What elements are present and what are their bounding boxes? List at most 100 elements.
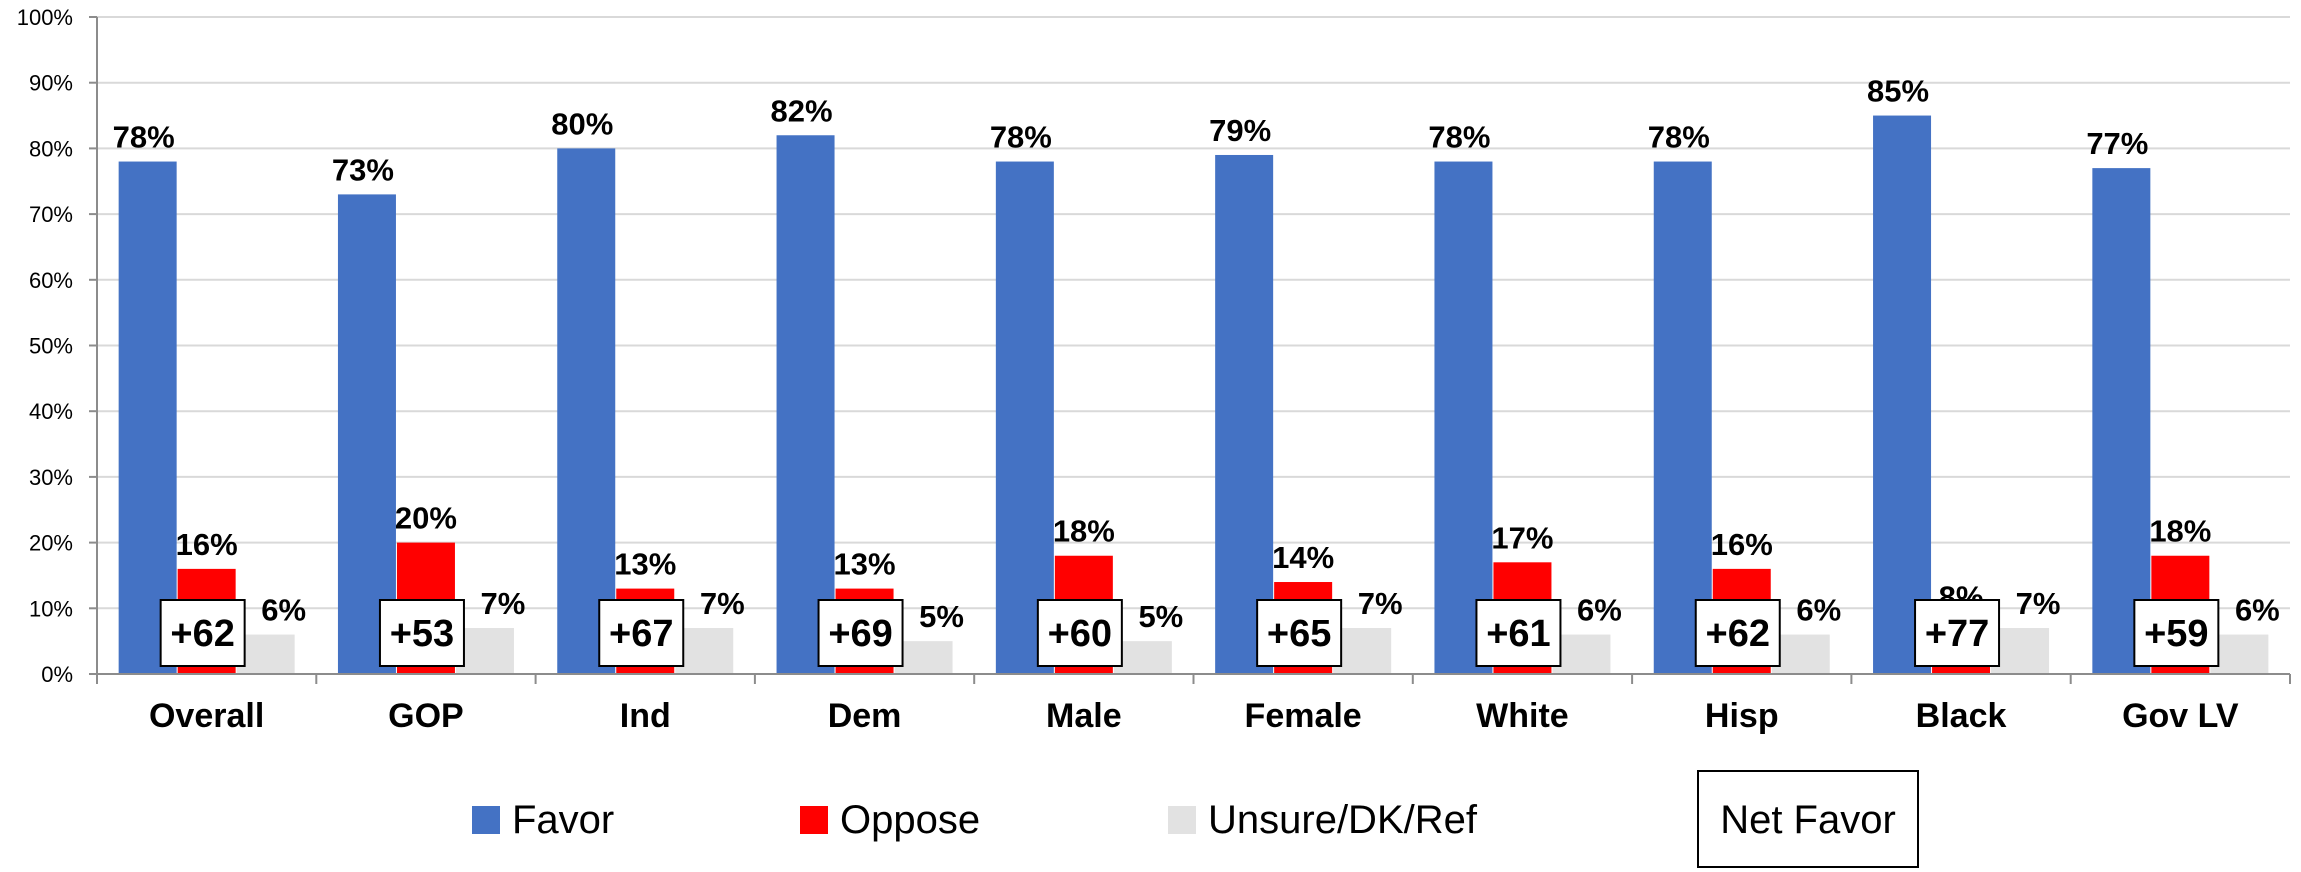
axes: 0% 10% 20% 30% 40% 50% 60% 70% 80% 90% 100% Overall… bbox=[17, 5, 2291, 735]
bar-unsure-dk-ref bbox=[1552, 634, 1611, 674]
y-tick-label: 50% bbox=[29, 334, 73, 359]
gridlines bbox=[97, 16, 2290, 610]
bar-unsure-dk-ref bbox=[1991, 628, 2050, 674]
category-label: Male bbox=[1046, 697, 1122, 735]
net-favor-label: +77 bbox=[1925, 613, 1989, 655]
data-label: 5% bbox=[1138, 599, 1183, 634]
category-label: Hisp bbox=[1705, 697, 1779, 735]
net-favor-label: +69 bbox=[828, 613, 892, 655]
category-label: Dem bbox=[828, 697, 902, 735]
data-label: 13% bbox=[834, 547, 896, 582]
y-tick-label: 0% bbox=[41, 662, 73, 687]
y-tick-label: 100% bbox=[17, 5, 73, 30]
net-favor-box bbox=[1036, 599, 1123, 667]
data-label: 77% bbox=[2086, 126, 2148, 161]
legend-label: Net Favor bbox=[1720, 798, 1896, 842]
bar-favor bbox=[118, 161, 177, 675]
legend: Favor Oppose Unsure/DK/Ref Net Favor bbox=[472, 770, 1919, 868]
bar-unsure-dk-ref bbox=[1771, 634, 1830, 674]
net-favor-box bbox=[1256, 599, 1343, 667]
y-tick-label: 10% bbox=[29, 596, 73, 621]
data-label: 5% bbox=[919, 599, 964, 634]
net-favor-label: +62 bbox=[170, 613, 234, 655]
data-label: 18% bbox=[1053, 514, 1115, 549]
net-favor-box bbox=[159, 599, 246, 667]
legend-net-favor-box bbox=[1697, 770, 1919, 868]
y-tick-label: 80% bbox=[29, 136, 73, 161]
legend-swatch bbox=[800, 806, 828, 834]
net-favor-box bbox=[1694, 599, 1781, 667]
category-label: GOP bbox=[388, 697, 464, 735]
data-label: 17% bbox=[1491, 520, 1553, 555]
bar-unsure-dk-ref bbox=[1113, 641, 1172, 674]
data-label: 6% bbox=[2235, 593, 2280, 628]
data-label: 7% bbox=[1358, 586, 1403, 621]
data-label: 80% bbox=[551, 106, 613, 141]
net-favor-label: +67 bbox=[609, 613, 673, 655]
data-label: 78% bbox=[990, 120, 1052, 155]
bar-unsure-dk-ref bbox=[1333, 628, 1392, 674]
bar-favor bbox=[1873, 115, 1932, 675]
data-label: 78% bbox=[1648, 120, 1710, 155]
net-favor-label: +61 bbox=[1486, 613, 1550, 655]
data-label: 6% bbox=[1796, 593, 1841, 628]
bar-unsure-dk-ref bbox=[894, 641, 953, 674]
net-favor-label: +60 bbox=[1048, 613, 1112, 655]
data-label: 82% bbox=[771, 93, 833, 128]
data-label: 6% bbox=[261, 593, 306, 628]
bars bbox=[118, 115, 2269, 675]
y-tick-label: 40% bbox=[29, 399, 73, 424]
net-favor-label: +59 bbox=[2144, 613, 2208, 655]
y-tick-label: 90% bbox=[29, 71, 73, 96]
data-label: 20% bbox=[395, 501, 457, 536]
bar-unsure-dk-ref bbox=[236, 634, 295, 674]
data-labels: 78% 73% 80% 82% 78% 79% 78% 78% 85% 77% 16% 20% 13% 1… bbox=[113, 74, 2280, 635]
data-label: 13% bbox=[614, 547, 676, 582]
bar-favor bbox=[337, 194, 396, 674]
category-label: Gov LV bbox=[2122, 697, 2239, 735]
bar-unsure-dk-ref bbox=[2210, 634, 2269, 674]
y-tick-label: 30% bbox=[29, 465, 73, 490]
bar-favor bbox=[2092, 168, 2151, 675]
net-favor-boxes: +62 +53 +67 +69 +60 +65 +61 +62 +77 +59 bbox=[159, 599, 2220, 667]
net-favor-box bbox=[1475, 599, 1562, 667]
category-label: White bbox=[1476, 697, 1569, 735]
bar-favor bbox=[1215, 154, 1274, 675]
category-label: Black bbox=[1916, 697, 2007, 735]
bar-favor bbox=[1434, 161, 1493, 675]
data-label: 18% bbox=[2149, 514, 2211, 549]
bar-unsure-dk-ref bbox=[455, 628, 514, 674]
bar-favor bbox=[995, 161, 1054, 675]
data-label: 16% bbox=[176, 527, 238, 562]
data-label: 7% bbox=[2016, 586, 2061, 621]
net-favor-box bbox=[817, 599, 904, 667]
data-label: 78% bbox=[1428, 120, 1490, 155]
bar-unsure-dk-ref bbox=[675, 628, 734, 674]
net-favor-label: +62 bbox=[1706, 613, 1770, 655]
data-label: 85% bbox=[1867, 74, 1929, 109]
y-tick-label: 60% bbox=[29, 268, 73, 293]
net-favor-label: +53 bbox=[390, 613, 454, 655]
legend-label: Unsure/DK/Ref bbox=[1208, 798, 1478, 842]
legend-label: Favor bbox=[512, 798, 614, 842]
data-label: 7% bbox=[481, 586, 526, 621]
legend-swatch bbox=[1168, 806, 1196, 834]
data-label: 73% bbox=[332, 152, 394, 187]
legend-label: Oppose bbox=[840, 798, 980, 842]
data-label: 7% bbox=[700, 586, 745, 621]
data-label: 14% bbox=[1272, 540, 1334, 575]
data-label: 78% bbox=[113, 120, 175, 155]
net-favor-box bbox=[1914, 599, 2001, 667]
category-label: Overall bbox=[149, 697, 264, 735]
bar-favor bbox=[557, 148, 616, 674]
net-favor-label: +65 bbox=[1267, 613, 1331, 655]
data-label: 79% bbox=[1209, 113, 1271, 148]
net-favor-box bbox=[598, 599, 685, 667]
y-tick-label: 70% bbox=[29, 202, 73, 227]
bar-favor bbox=[776, 135, 835, 674]
y-tick-label: 20% bbox=[29, 531, 73, 556]
bar-favor bbox=[1653, 161, 1712, 675]
data-label: 16% bbox=[1711, 527, 1773, 562]
